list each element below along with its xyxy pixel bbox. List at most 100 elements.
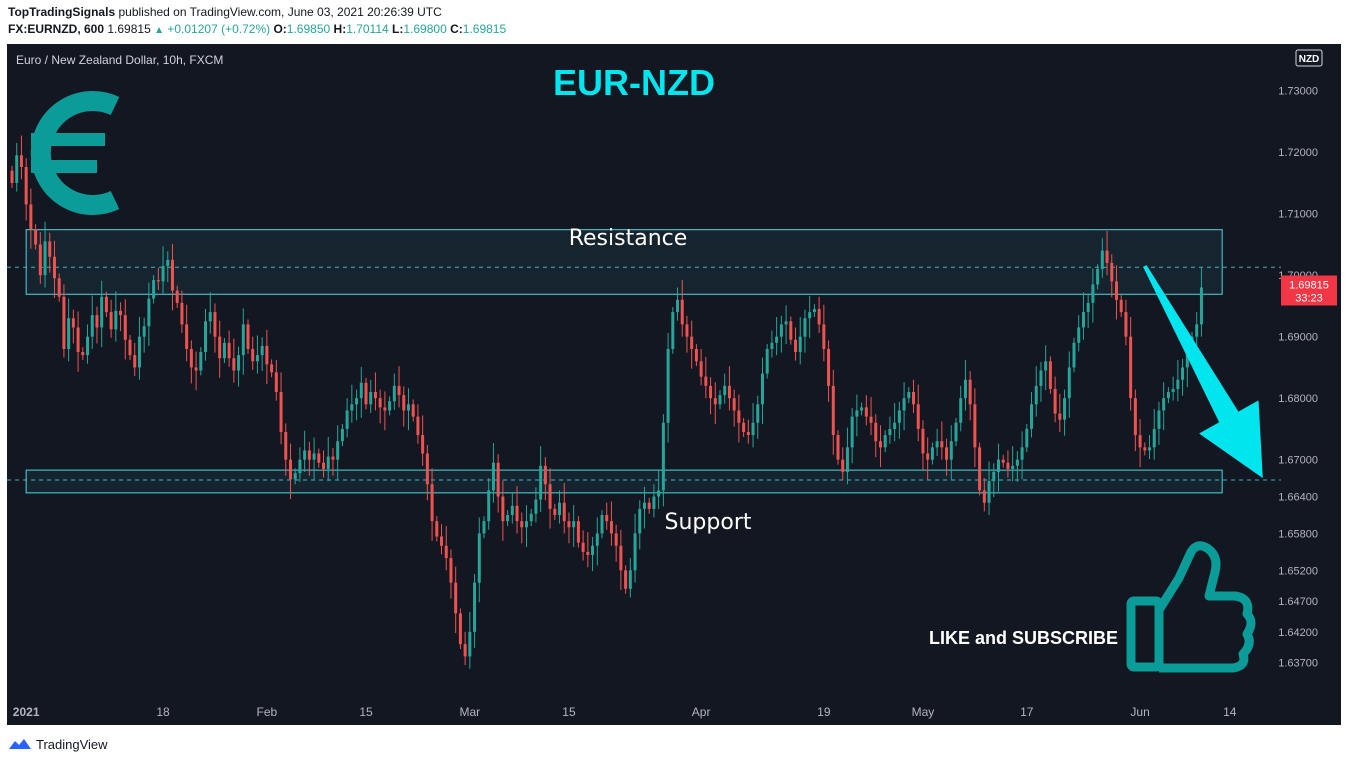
x-tick-label: Apr [692, 705, 711, 719]
up-triangle-icon: ▲ [154, 25, 165, 36]
candle-body [921, 428, 925, 454]
candle-body [114, 310, 118, 330]
candle-body [841, 459, 845, 472]
candle-body [506, 514, 510, 522]
candle-body [572, 521, 576, 528]
candle-body [1110, 262, 1114, 282]
thumbs-up-icon[interactable] [1126, 541, 1256, 673]
candle-body [558, 502, 562, 515]
candle-body [727, 385, 731, 399]
candle-body [524, 521, 528, 528]
x-tick-label: 19 [817, 705, 831, 719]
candle-body [477, 533, 481, 583]
low-value: 1.69800 [403, 22, 447, 36]
candle-body [355, 398, 359, 405]
candle-body [340, 428, 344, 442]
candle-body [1157, 410, 1161, 429]
tradingview-logo-icon[interactable] [8, 737, 32, 751]
candle-body [194, 367, 198, 371]
candle-body [383, 407, 387, 411]
candle-body [274, 372, 278, 393]
candle-body [95, 315, 99, 328]
candle-body [170, 259, 174, 291]
candle-body [232, 358, 236, 371]
cta-text[interactable]: LIKE and SUBSCRIBE [929, 628, 1118, 648]
candle-body [912, 392, 916, 405]
candle-body [1025, 428, 1029, 448]
candle-body [185, 324, 189, 349]
candle-body [260, 345, 264, 356]
candle-body [680, 299, 684, 325]
candle-body [388, 401, 392, 411]
candle-body [1067, 367, 1071, 399]
candle-body [402, 395, 406, 411]
candle-body [916, 404, 920, 429]
candle-body [775, 336, 779, 343]
support-zone [25, 469, 1223, 494]
candle-body [520, 521, 524, 528]
y-tick-label: 1.71000 [1278, 209, 1318, 221]
candle-body [1072, 342, 1076, 368]
candle-body [709, 385, 713, 399]
candle-body [638, 508, 642, 534]
candle-body [633, 533, 637, 571]
candle-body [883, 435, 887, 448]
candle-body [742, 422, 746, 432]
symbol-label: FX:EURNZD, 600 [8, 22, 105, 36]
chart-panel[interactable]: 1.730001.720001.710001.700001.690001.680… [7, 44, 1341, 725]
candle-body [284, 431, 288, 460]
candle-body [1105, 250, 1109, 263]
candle-body [1044, 361, 1048, 371]
candle-body [751, 422, 755, 436]
candle-body [76, 327, 80, 353]
author-name[interactable]: TopTradingSignals [8, 5, 116, 19]
candle-body [312, 453, 316, 460]
candle-body [845, 447, 849, 472]
candle-body [166, 259, 170, 266]
candle-body [222, 342, 226, 359]
candle-body [213, 312, 217, 337]
candle-body [1091, 284, 1095, 303]
candle-body [860, 407, 864, 411]
candle-body [888, 428, 892, 436]
candle-body [1181, 367, 1185, 380]
candle-body [392, 385, 396, 402]
high-label: H: [333, 22, 347, 36]
candle-body [128, 339, 132, 356]
candle-body [812, 309, 816, 313]
candle-body [567, 521, 571, 528]
y-tick-label: 1.65800 [1278, 528, 1318, 540]
candle-body [510, 505, 514, 515]
candle-body [435, 521, 439, 537]
candle-body [331, 456, 335, 460]
x-tick-label: 2021 [13, 705, 40, 719]
y-tick-label: 1.65200 [1278, 565, 1318, 577]
candle-body [199, 352, 203, 371]
candle-body [605, 514, 609, 522]
candle-body [1058, 413, 1062, 420]
footer-brand[interactable]: TradingView [36, 736, 108, 752]
candle-body [364, 382, 368, 405]
candle-body [491, 462, 495, 491]
candle-body [586, 551, 590, 555]
candle-body [1138, 435, 1142, 448]
candle-body [71, 318, 75, 328]
candle-body [161, 265, 165, 282]
candle-body [322, 462, 326, 469]
y-tick-label: 1.66400 [1278, 492, 1318, 504]
price-chart[interactable]: 1.730001.720001.710001.700001.690001.680… [7, 44, 1341, 725]
candle-body [369, 392, 373, 405]
candle-body [652, 496, 656, 509]
candle-body [458, 613, 462, 645]
y-tick-label: 1.64700 [1278, 596, 1318, 608]
low-label: L: [392, 22, 404, 36]
candle-body [897, 410, 901, 423]
candle-body [624, 570, 628, 589]
y-tick-label: 1.69000 [1278, 332, 1318, 344]
y-tick-label: 1.63700 [1278, 658, 1318, 670]
candle-body [326, 456, 330, 469]
candle-body [850, 416, 854, 448]
candle-body [515, 505, 519, 522]
candle-body [666, 348, 670, 423]
candle-body [463, 644, 467, 657]
